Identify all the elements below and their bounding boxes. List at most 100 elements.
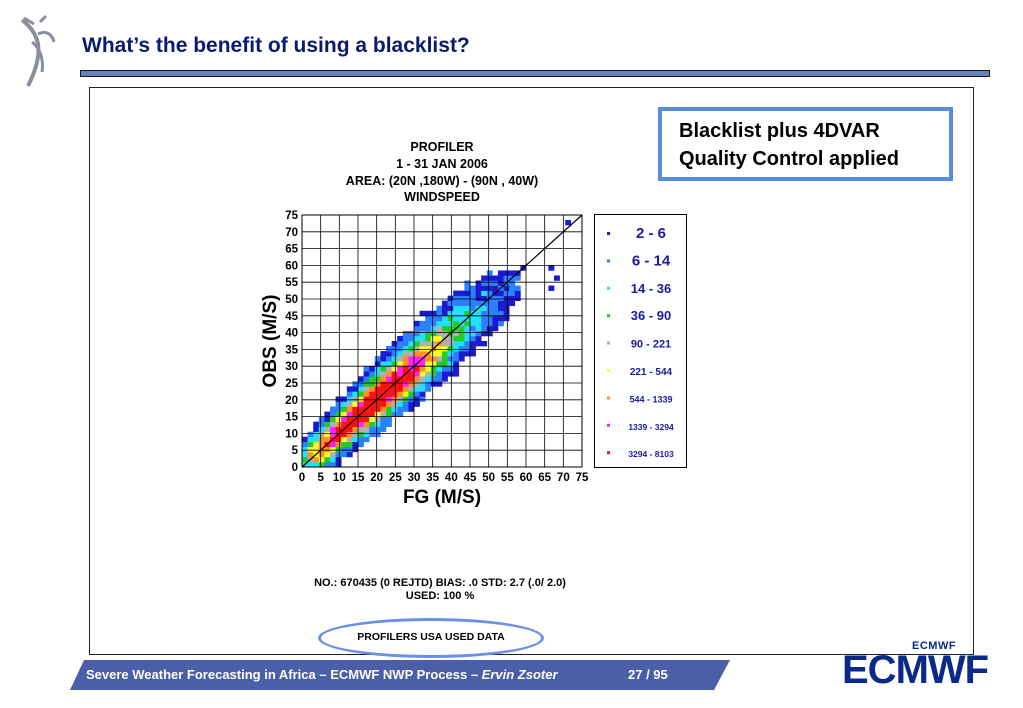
density-cell bbox=[386, 381, 392, 387]
density-cell bbox=[374, 431, 381, 438]
density-cell bbox=[425, 386, 432, 392]
density-cell bbox=[447, 335, 454, 342]
density-cell bbox=[397, 346, 404, 352]
density-cell bbox=[341, 431, 348, 438]
density-cell bbox=[509, 300, 516, 307]
y-tick-label: 10 bbox=[285, 428, 298, 440]
density-cell bbox=[313, 426, 320, 433]
density-cell bbox=[374, 411, 381, 417]
density-cell bbox=[408, 346, 415, 352]
density-cell bbox=[358, 406, 364, 412]
density-cell bbox=[358, 391, 364, 397]
title-rule bbox=[80, 70, 990, 77]
density-cell bbox=[352, 446, 359, 453]
density-cell bbox=[436, 356, 443, 362]
density-cell bbox=[313, 441, 320, 448]
density-cell bbox=[335, 451, 342, 458]
density-cell bbox=[503, 290, 510, 296]
legend: 2 - 6 6 - 14 14 - 36 36 - 90 90 - 221 221 - 5… bbox=[594, 214, 687, 468]
density-cell bbox=[492, 305, 499, 312]
density-cell bbox=[374, 391, 381, 397]
density-cell bbox=[374, 366, 381, 372]
density-cell bbox=[335, 396, 342, 402]
density-cell bbox=[447, 300, 454, 307]
density-cell bbox=[442, 341, 448, 347]
density-cell bbox=[363, 376, 370, 382]
density-cell bbox=[464, 285, 471, 291]
density-cell bbox=[486, 300, 493, 307]
density-cell bbox=[481, 320, 488, 327]
density-cell bbox=[341, 451, 348, 458]
density-cell bbox=[318, 431, 325, 438]
density-cell bbox=[486, 310, 493, 317]
density-cell bbox=[374, 406, 381, 412]
density-cell bbox=[408, 361, 415, 367]
density-cell bbox=[436, 366, 443, 372]
density-cell bbox=[397, 366, 404, 372]
density-cell bbox=[324, 461, 331, 468]
density-cell bbox=[414, 366, 420, 372]
callout-line-2: Quality Control applied bbox=[679, 148, 900, 170]
x-tick-label: 55 bbox=[501, 472, 514, 484]
density-cell bbox=[358, 441, 364, 448]
density-cell bbox=[402, 335, 409, 342]
density-cell bbox=[330, 426, 336, 433]
density-cell bbox=[458, 330, 465, 337]
x-tick-label: 15 bbox=[352, 472, 365, 484]
density-cell bbox=[498, 320, 504, 327]
density-cell bbox=[358, 376, 364, 382]
density-cell bbox=[397, 401, 404, 407]
density-cell bbox=[492, 285, 499, 291]
density-cell bbox=[307, 431, 314, 438]
density-cell bbox=[386, 346, 392, 352]
density-cell bbox=[430, 351, 437, 357]
density-cell bbox=[324, 436, 331, 443]
density-cell bbox=[509, 270, 516, 276]
density-cell bbox=[447, 325, 454, 332]
density-cell bbox=[358, 421, 364, 427]
density-cell bbox=[447, 315, 454, 322]
density-cell bbox=[402, 391, 409, 397]
density-cell bbox=[486, 275, 493, 281]
density-cell bbox=[408, 371, 415, 377]
y-tick-label: 25 bbox=[285, 378, 298, 390]
density-cell bbox=[402, 386, 409, 392]
density-cell bbox=[470, 305, 476, 312]
density-cell bbox=[335, 421, 342, 427]
density-cell bbox=[486, 330, 493, 337]
y-tick-label: 60 bbox=[285, 260, 298, 272]
density-cell bbox=[380, 371, 387, 377]
density-cell bbox=[464, 295, 471, 301]
density-cell bbox=[346, 426, 353, 433]
density-cell bbox=[475, 285, 482, 291]
density-cell bbox=[492, 295, 499, 301]
density-cell bbox=[324, 451, 331, 458]
density-cell bbox=[391, 411, 398, 417]
y-tick-label: 75 bbox=[285, 210, 298, 222]
density-cell bbox=[363, 436, 370, 443]
density-cell bbox=[386, 366, 392, 372]
density-cell bbox=[302, 456, 308, 463]
density-cell bbox=[391, 366, 398, 372]
density-cell bbox=[447, 351, 454, 357]
density-cell bbox=[475, 330, 482, 337]
density-cell bbox=[486, 305, 493, 312]
density-cell bbox=[330, 406, 336, 412]
density-cell bbox=[402, 356, 409, 362]
density-cell bbox=[447, 310, 454, 317]
density-cell bbox=[486, 270, 493, 276]
density-cell bbox=[458, 351, 465, 357]
density-cell bbox=[447, 361, 454, 367]
density-cell bbox=[475, 320, 482, 327]
callout-line-1: Blacklist plus 4DVAR bbox=[679, 120, 880, 142]
density-cell bbox=[436, 310, 443, 317]
density-cell bbox=[402, 366, 409, 372]
density-cell bbox=[509, 285, 516, 291]
x-tick-label: 50 bbox=[482, 472, 495, 484]
density-cell bbox=[302, 436, 308, 443]
density-cell bbox=[397, 386, 404, 392]
density-cell bbox=[470, 335, 476, 342]
density-cell bbox=[486, 280, 493, 286]
density-cell bbox=[436, 315, 443, 322]
